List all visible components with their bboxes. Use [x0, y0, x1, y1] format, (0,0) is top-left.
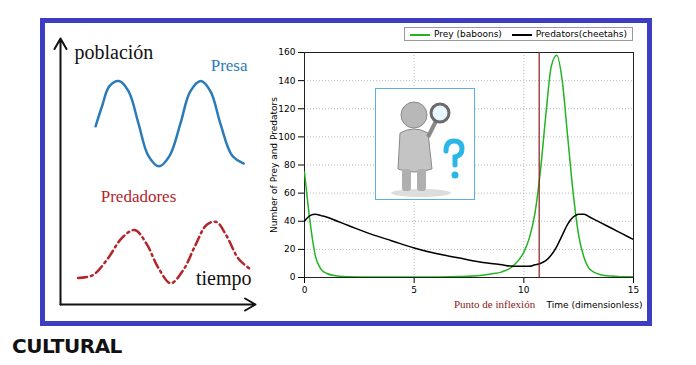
html-text:Predators(cheetahs): Predators(cheetahs)	[535, 29, 627, 39]
svg-text:20: 20	[284, 244, 296, 254]
svg-text:10: 10	[518, 285, 530, 295]
svg-text:40: 40	[284, 216, 296, 226]
svg-text:Punto de inflexión: Punto de inflexión	[454, 298, 536, 310]
svg-text:tiempo: tiempo	[196, 267, 252, 290]
html-text:Prey (baboons): Prey (baboons)	[434, 29, 502, 39]
svg-text:Presa: Presa	[211, 56, 248, 75]
html-text:CULTURAL: CULTURAL	[12, 334, 122, 358]
svg-text:Predadores: Predadores	[101, 187, 177, 206]
svg-text:población: población	[75, 41, 154, 64]
svg-text:60: 60	[284, 188, 296, 198]
svg-text:0: 0	[302, 285, 308, 295]
svg-text:Number of Prey and Predators: Number of Prey and Predators	[269, 97, 279, 233]
svg-text:5: 5	[411, 285, 417, 295]
svg-text:80: 80	[284, 160, 296, 170]
svg-text:100: 100	[278, 132, 295, 142]
svg-text:160: 160	[278, 47, 295, 57]
svg-text:15: 15	[628, 285, 639, 295]
svg-text:120: 120	[278, 104, 295, 114]
svg-text:140: 140	[278, 76, 295, 86]
svg-text:0: 0	[290, 272, 296, 282]
svg-text:Time (dimensionless): Time (dimensionless)	[546, 300, 643, 310]
